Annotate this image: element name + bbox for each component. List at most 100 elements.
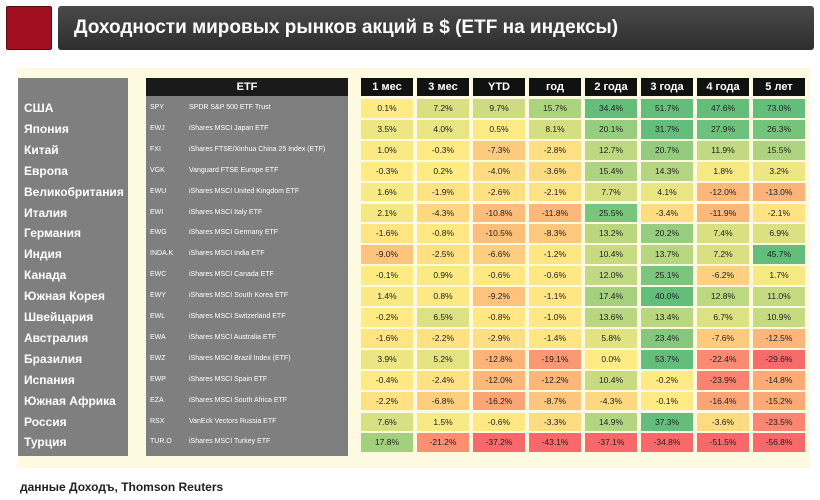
return-cell: -1.6% <box>361 328 413 348</box>
return-cell: -1.2% <box>529 245 581 265</box>
return-cell: -16.4% <box>697 391 749 411</box>
return-cell: 10.9% <box>753 308 805 327</box>
country-label: Китай <box>24 142 59 157</box>
return-cell: -10.5% <box>473 224 525 244</box>
etf-name: iShares MSCI Italy ETF <box>189 208 263 216</box>
return-cell: 0.5% <box>473 119 525 139</box>
return-cell: -13.0% <box>753 182 805 202</box>
etf-name: iShares MSCI Spain ETF <box>189 375 268 383</box>
return-cell: -0.8% <box>473 308 525 327</box>
country-label: Европа <box>24 163 68 178</box>
return-cell: 17.8% <box>361 433 413 453</box>
return-cell: -16.2% <box>473 391 525 411</box>
return-cell: 10.4% <box>585 245 637 265</box>
etf-name: iShares MSCI Brazil Index (ETF) <box>189 354 291 362</box>
return-cell: -2.9% <box>473 328 525 348</box>
country-label: Индия <box>24 247 62 262</box>
return-cell: 26.3% <box>753 119 805 139</box>
column-header: 2 года <box>585 78 637 96</box>
return-cell: 1.0% <box>361 140 413 160</box>
return-cell: -1.6% <box>361 224 413 244</box>
return-cell: 14.3% <box>641 161 693 181</box>
return-cell: -0.8% <box>417 224 469 244</box>
return-cell: 12.0% <box>585 266 637 286</box>
return-cell: 0.9% <box>417 266 469 286</box>
return-cell: 1.5% <box>417 412 469 432</box>
country-label: США <box>24 101 54 115</box>
return-cell: 11.0% <box>753 287 805 306</box>
country-label: Швейцария <box>24 310 94 324</box>
return-cell: -7.3% <box>473 140 525 160</box>
return-cell: -23.9% <box>697 370 749 390</box>
return-cell: -2.2% <box>361 391 413 411</box>
etf-ticker: EZA <box>150 396 164 404</box>
return-cell: -4.3% <box>585 391 637 411</box>
etf-ticker: EWJ <box>150 124 165 132</box>
return-cell: 6.7% <box>697 308 749 327</box>
return-cell: 37.3% <box>641 412 693 432</box>
return-cell: 4.1% <box>641 182 693 202</box>
etf-name: iShares MSCI Australia ETF <box>189 333 277 341</box>
etf-name: SPDR S&P 500 ETF Trust <box>189 104 271 111</box>
return-cell: 13.6% <box>585 308 637 327</box>
column-header: 5 лет <box>753 78 805 96</box>
return-cell: 13.4% <box>641 308 693 327</box>
return-cell: 27.9% <box>697 119 749 139</box>
return-cell: -0.1% <box>641 391 693 411</box>
return-cell: 2.1% <box>361 203 413 223</box>
return-cell: 23.4% <box>641 328 693 348</box>
return-cell: 73.0% <box>753 99 805 118</box>
return-cell: 1.8% <box>697 161 749 181</box>
return-cell: -2.6% <box>473 182 525 202</box>
country-label: Южная Африка <box>24 393 116 408</box>
country-label: Бразилия <box>24 351 83 366</box>
return-cell: 17.4% <box>585 287 637 306</box>
etf-column <box>146 78 348 456</box>
country-label: Россия <box>24 414 67 429</box>
return-cell: -10.8% <box>473 203 525 223</box>
etf-ticker: EWG <box>150 229 167 237</box>
return-cell: -37.1% <box>585 433 637 453</box>
column-header: 3 года <box>641 78 693 96</box>
country-label: Австралия <box>24 330 89 345</box>
etf-ticker: EWP <box>150 375 166 383</box>
return-cell: -29.6% <box>753 349 805 369</box>
title-bar: Доходности мировых рынков акций в $ (ETF… <box>58 6 814 50</box>
return-cell: 0.0% <box>585 349 637 369</box>
return-cell: -2.8% <box>529 140 581 160</box>
return-cell: -2.5% <box>417 245 469 265</box>
return-cell: 12.8% <box>697 287 749 306</box>
country-column <box>18 78 128 456</box>
return-cell: -15.2% <box>753 391 805 411</box>
return-cell: -14.8% <box>753 370 805 390</box>
country-label: Япония <box>24 121 69 136</box>
etf-name: iShares FTSE/Xinhua China 25 Index (ETF) <box>189 145 326 153</box>
country-label: Испания <box>24 372 75 387</box>
return-cell: 3.9% <box>361 349 413 369</box>
return-cell: 5.8% <box>585 328 637 348</box>
return-cell: 25.5% <box>585 203 637 223</box>
country-label: Турция <box>24 435 67 450</box>
chart-title: Доходности мировых рынков акций в $ (ETF… <box>74 17 619 38</box>
return-cell: -2.1% <box>753 203 805 223</box>
return-cell: -0.6% <box>473 266 525 286</box>
return-cell: 1.7% <box>753 266 805 286</box>
etf-name: iShares MSCI Japan ETF <box>189 124 269 132</box>
return-cell: 20.2% <box>641 224 693 244</box>
return-cell: -0.3% <box>417 140 469 160</box>
etf-ticker: VGK <box>150 166 165 174</box>
return-cell: -19.1% <box>529 349 581 369</box>
country-label: Великобритания <box>24 184 124 199</box>
return-cell: -11.8% <box>529 203 581 223</box>
return-cell: -56.8% <box>753 433 805 453</box>
etf-ticker: FXI <box>150 145 161 153</box>
etf-ticker: TUR.O <box>150 438 172 446</box>
return-cell: -12.8% <box>473 349 525 369</box>
return-cell: 10.4% <box>585 370 637 390</box>
return-cell: 9.7% <box>473 99 525 118</box>
etf-name: iShares MSCI Germany ETF <box>189 229 279 237</box>
country-label: Канада <box>24 268 67 283</box>
etf-name: iShares MSCI South Korea ETF <box>189 292 289 300</box>
etf-ticker: EWI <box>150 208 164 216</box>
return-cell: 13.7% <box>641 245 693 265</box>
